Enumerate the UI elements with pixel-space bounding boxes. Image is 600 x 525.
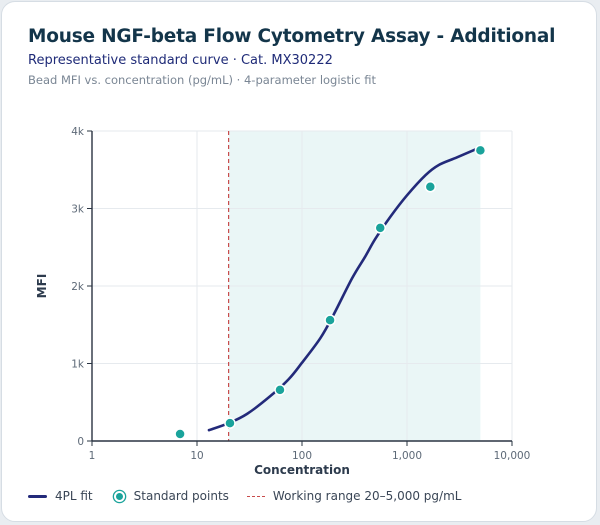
fit-line	[207, 145, 482, 432]
legend-range-label: Working range 20–5,000 pg/mL	[272, 489, 462, 503]
data-point	[374, 222, 386, 234]
data-point	[274, 384, 286, 396]
y-tick-label: 3k	[71, 204, 85, 216]
y-tick-label: 1k	[71, 359, 85, 371]
y-tick-label: 2k	[71, 281, 85, 293]
legend-fit-label: 4PL fit	[55, 489, 93, 503]
data-point	[324, 314, 336, 326]
data-point	[474, 144, 487, 157]
x-tick-label: 100	[292, 450, 312, 462]
page-title: Mouse NGF-beta Flow Cytometry Assay - Ad…	[28, 26, 556, 47]
legend-item-fit[interactable]: 4PL fit	[28, 489, 93, 503]
data-point	[224, 417, 236, 429]
x-axis-title: Concentration	[254, 463, 350, 477]
data-point	[174, 428, 186, 440]
y-axis-title: MFI	[35, 274, 49, 299]
page-subtitle: Representative standard curve · Cat. MX3…	[28, 53, 333, 68]
point-swatch	[113, 490, 125, 502]
y-tick-label: 0	[77, 436, 84, 448]
legend-item-points[interactable]: Standard points	[111, 489, 229, 503]
data-point	[424, 181, 437, 193]
legend-points-label: Standard points	[133, 489, 229, 503]
fit-line-swatch	[28, 494, 47, 498]
legend-item-range[interactable]: Working range 20–5,000 pg/mL	[246, 489, 462, 503]
x-tick-label: 1,000	[392, 450, 422, 462]
chart-caption: Bead MFI vs. concentration (pg/mL) · 4-p…	[28, 73, 376, 87]
x-tick-label: 10	[190, 450, 203, 462]
range-swatch	[246, 495, 265, 497]
y-tick-label: 4k	[71, 126, 85, 138]
x-tick-label: 10,000	[494, 450, 531, 462]
chart-legend: 4PL fit Standard points Working range 20…	[28, 487, 479, 505]
x-tick-label: 1	[89, 450, 96, 462]
